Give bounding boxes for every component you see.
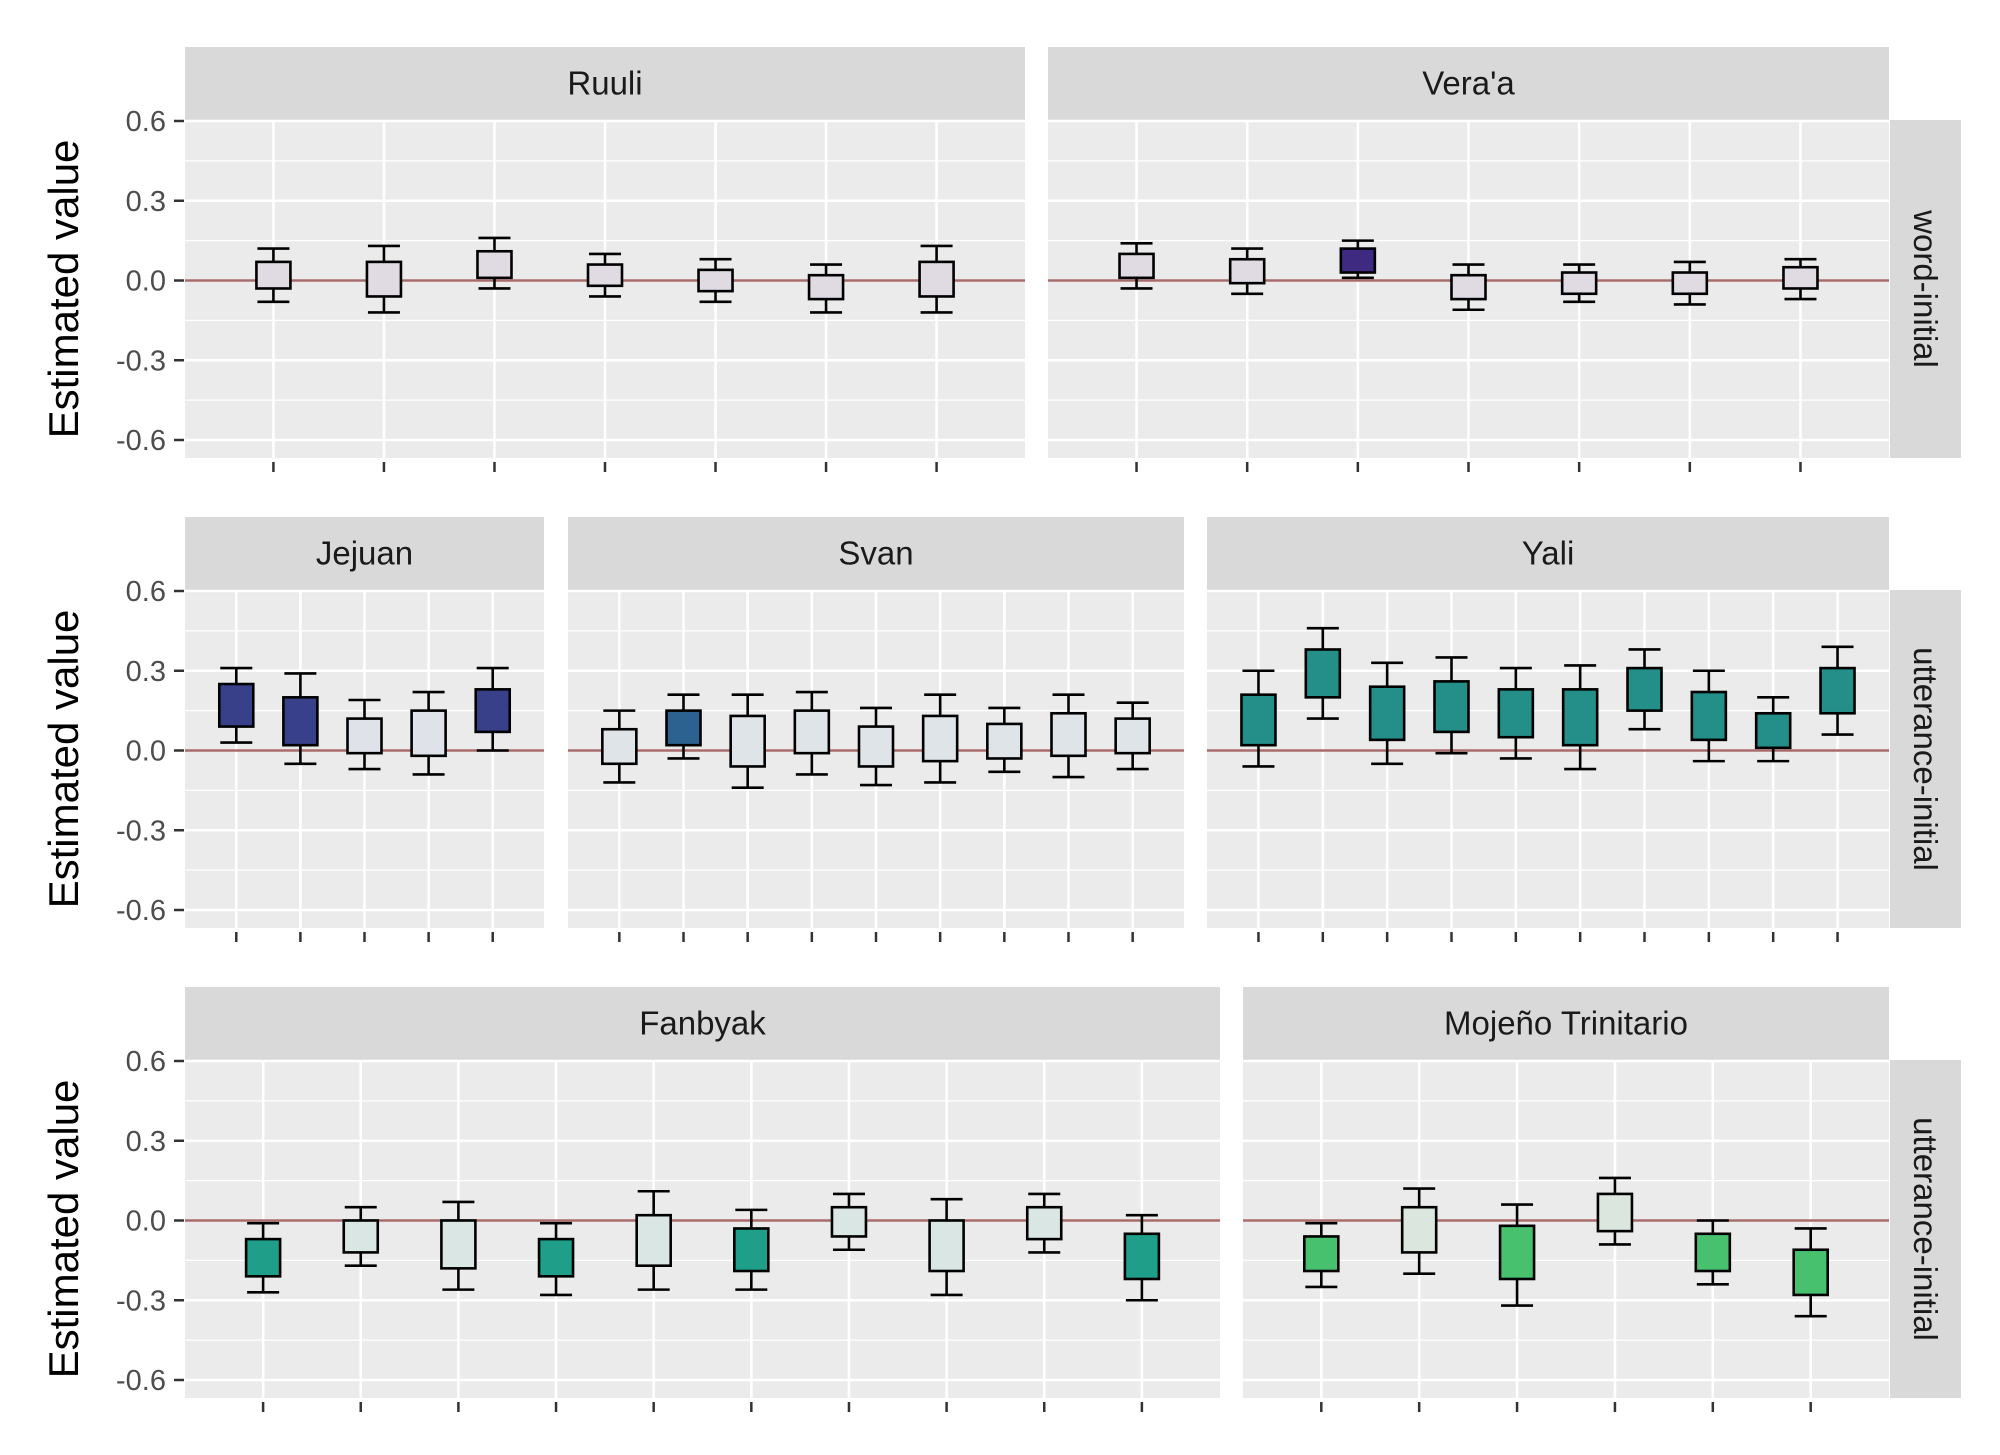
box <box>217 682 255 728</box>
box <box>1792 1248 1829 1297</box>
row-strip-label: word-initial <box>1907 209 1944 368</box>
box <box>1123 1232 1161 1281</box>
y-tick-label: -0.6 <box>116 425 166 457</box>
box <box>586 263 624 288</box>
row-strip-label: utterance-initial <box>1907 1117 1944 1341</box>
box <box>857 725 895 768</box>
panel-strip <box>1207 517 1889 590</box>
box <box>1303 1235 1340 1273</box>
box <box>476 249 513 280</box>
row-strip <box>1890 590 1961 928</box>
y-tick-label: 0.0 <box>126 266 166 298</box>
box <box>346 717 383 755</box>
panel-strip <box>185 987 1220 1060</box>
box <box>342 1219 380 1254</box>
y-tick-label: 0.3 <box>126 1126 166 1158</box>
box <box>921 714 959 763</box>
panel-strip <box>1048 47 1889 120</box>
box <box>665 709 702 747</box>
y-tick-label: 0.0 <box>126 736 166 768</box>
y-tick-label: 0.6 <box>126 576 166 608</box>
box <box>1050 711 1087 758</box>
box <box>733 1227 770 1273</box>
box <box>1560 271 1598 296</box>
row-strip <box>1890 120 1961 458</box>
box <box>830 1205 868 1238</box>
box <box>1400 1205 1438 1254</box>
box <box>697 268 734 293</box>
panel-title: Vera'a <box>1422 65 1515 102</box>
panel-title: Mojeño Trinitario <box>1444 1005 1688 1042</box>
y-tick-label: 0.6 <box>126 1046 166 1078</box>
box <box>365 260 403 298</box>
box <box>1690 690 1728 742</box>
box <box>1433 680 1470 734</box>
box <box>410 709 447 758</box>
panel-strip <box>185 47 1025 120</box>
box <box>807 273 845 301</box>
box <box>440 1219 477 1270</box>
y-tick-label: -0.6 <box>116 895 166 927</box>
box <box>1782 265 1819 290</box>
box <box>1561 688 1599 747</box>
y-tick-label: -0.3 <box>116 815 166 847</box>
box <box>1450 273 1487 301</box>
y-axis-title: Estimated value <box>40 140 87 439</box>
box <box>601 727 638 766</box>
box <box>1497 688 1535 739</box>
panel-background <box>1243 1060 1889 1398</box>
panel-title: Jejuan <box>316 535 413 572</box>
box <box>1754 711 1792 750</box>
box <box>635 1213 672 1267</box>
box <box>1694 1232 1732 1273</box>
box <box>1819 666 1856 715</box>
panel-strip <box>568 517 1184 590</box>
box <box>537 1237 575 1278</box>
row-strip <box>1890 1060 1961 1398</box>
panel-title: Yali <box>1522 535 1575 572</box>
panel-background <box>185 1060 1220 1398</box>
box <box>928 1219 965 1273</box>
box <box>1240 693 1277 747</box>
y-tick-label: 0.3 <box>126 186 166 218</box>
box <box>1118 252 1155 280</box>
panel-strip <box>185 517 544 590</box>
y-axis-title: Estimated value <box>40 610 87 909</box>
y-tick-label: -0.6 <box>116 1365 166 1397</box>
y-tick-label: 0.0 <box>126 1206 166 1238</box>
box <box>1304 648 1342 699</box>
box <box>1339 247 1377 274</box>
y-tick-label: -0.3 <box>116 1285 166 1317</box>
box <box>244 1237 282 1278</box>
y-tick-label: -0.3 <box>116 345 166 377</box>
box <box>986 722 1023 760</box>
panel-background <box>1207 590 1889 928</box>
box <box>1025 1205 1063 1241</box>
row-strip-label: utterance-initial <box>1907 647 1944 871</box>
box <box>1228 257 1266 285</box>
panel-title: Svan <box>838 535 913 572</box>
box <box>1368 685 1406 742</box>
box <box>1596 1192 1634 1233</box>
panel-strip <box>1243 987 1889 1060</box>
box <box>793 709 831 755</box>
box <box>1626 666 1663 712</box>
y-tick-label: 0.3 <box>126 656 166 688</box>
y-axis-title: Estimated value <box>40 1080 87 1379</box>
box <box>255 260 292 290</box>
box <box>1498 1224 1536 1281</box>
box <box>918 260 955 298</box>
panel-title: Fanbyak <box>639 1005 766 1042</box>
box <box>1671 271 1709 296</box>
y-tick-label: 0.6 <box>126 106 166 138</box>
box <box>1114 717 1151 755</box>
panel-title: Ruuli <box>567 65 642 102</box>
box <box>729 714 766 768</box>
box <box>474 688 512 734</box>
box <box>282 696 319 747</box>
